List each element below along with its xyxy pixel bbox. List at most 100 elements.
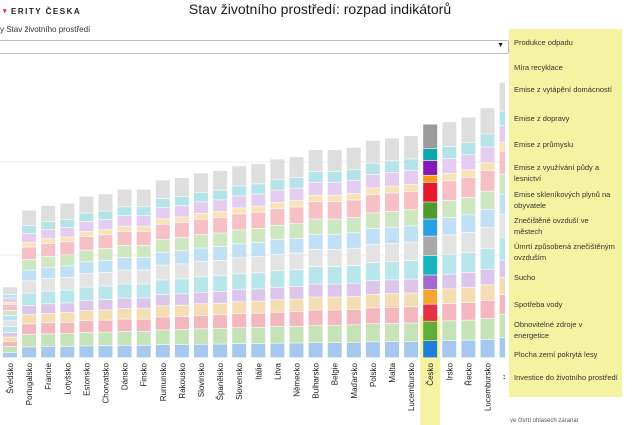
bar-segment[interactable] — [232, 290, 247, 302]
bar-segment[interactable] — [155, 239, 170, 252]
bar-segment[interactable] — [174, 305, 189, 317]
bar-segment[interactable] — [480, 147, 495, 163]
bar-segment[interactable] — [442, 340, 457, 358]
bar-segment[interactable] — [385, 293, 399, 308]
bar-segment[interactable] — [308, 284, 323, 297]
bar-segment[interactable] — [232, 166, 247, 186]
bar-segment[interactable] — [442, 159, 457, 174]
indicator-select[interactable]: ▼ — [0, 40, 509, 54]
bar-segment[interactable] — [155, 252, 170, 265]
bar-segment[interactable] — [79, 236, 94, 250]
bar-segment[interactable] — [174, 237, 189, 251]
bar-segment[interactable] — [22, 247, 37, 260]
bar-segment[interactable] — [232, 244, 247, 258]
legend-item[interactable]: Emise z průmyslu — [514, 140, 574, 149]
bar-segment[interactable] — [480, 285, 495, 301]
bar-segment[interactable] — [194, 192, 208, 202]
bar-segment[interactable] — [404, 242, 419, 261]
bar-segment[interactable] — [41, 221, 56, 230]
bar-segment[interactable] — [136, 319, 151, 332]
bar-segment[interactable] — [289, 207, 304, 224]
bar-segment[interactable] — [423, 321, 438, 341]
legend-item[interactable]: Emise z využívání půdy a lesnictví — [514, 163, 600, 183]
bar-segment[interactable] — [442, 122, 457, 147]
bar-segment[interactable] — [251, 301, 266, 313]
legend-item[interactable]: Emise skleníkových plynů na obyvatele — [514, 190, 611, 210]
bar-segment[interactable] — [155, 265, 170, 280]
bar-segment[interactable] — [442, 146, 457, 159]
bar-segment[interactable] — [155, 180, 170, 199]
bar-segment[interactable] — [499, 151, 505, 174]
bar-segment[interactable] — [98, 211, 113, 220]
bar-segment[interactable] — [461, 252, 476, 273]
bar-segment[interactable] — [79, 250, 94, 262]
bar-segment[interactable] — [251, 194, 266, 206]
bar-segment[interactable] — [365, 262, 380, 281]
bar-segment[interactable] — [404, 279, 419, 293]
bar-segment[interactable] — [480, 269, 495, 285]
bar-segment[interactable] — [404, 159, 419, 171]
bar-segment[interactable] — [174, 251, 189, 264]
bar-segment[interactable] — [136, 284, 151, 298]
legend-item[interactable]: Emise z dopravy — [514, 114, 570, 123]
bar-segment[interactable] — [136, 245, 151, 258]
bar-segment[interactable] — [136, 189, 151, 207]
bar-segment[interactable] — [22, 281, 37, 293]
bar-segment[interactable] — [270, 312, 285, 327]
bar-segment[interactable] — [117, 257, 132, 270]
bar-segment[interactable] — [213, 170, 228, 190]
bar-segment[interactable] — [3, 332, 17, 337]
bar-segment[interactable] — [499, 82, 505, 111]
bar-segment[interactable] — [3, 341, 17, 347]
bar-segment[interactable] — [404, 226, 419, 242]
bar-segment[interactable] — [213, 344, 228, 358]
bar-segment[interactable] — [385, 307, 399, 324]
bar-segment[interactable] — [22, 242, 37, 247]
bar-segment[interactable] — [79, 262, 94, 274]
bar-segment[interactable] — [480, 170, 495, 191]
bar-segment[interactable] — [385, 193, 399, 212]
bar-segment[interactable] — [289, 270, 304, 287]
bar-segment[interactable] — [136, 270, 151, 284]
bar-segment[interactable] — [327, 325, 342, 343]
bar-segment[interactable] — [41, 205, 56, 222]
bar-segment[interactable] — [232, 302, 247, 314]
bar-segment[interactable] — [251, 206, 266, 212]
bar-segment[interactable] — [385, 161, 399, 173]
bar-segment[interactable] — [308, 219, 323, 234]
bar-segment[interactable] — [136, 226, 151, 232]
bar-segment[interactable] — [174, 217, 189, 223]
bar-segment[interactable] — [346, 248, 361, 266]
bar-segment[interactable] — [251, 256, 266, 273]
bar-segment[interactable] — [327, 182, 342, 195]
bar-24[interactable] — [442, 122, 457, 358]
bar-segment[interactable] — [3, 352, 17, 358]
bar-segment[interactable] — [423, 160, 438, 175]
bar-segment[interactable] — [480, 339, 495, 358]
bar-segment[interactable] — [213, 291, 228, 303]
bar-segment[interactable] — [327, 342, 342, 358]
bar-segment[interactable] — [270, 343, 285, 358]
bar-segment[interactable] — [480, 227, 495, 249]
bar-segment[interactable] — [461, 272, 476, 288]
bar-21[interactable] — [385, 138, 399, 358]
bar-segment[interactable] — [22, 270, 37, 281]
bar-segment[interactable] — [22, 305, 37, 315]
bar-segment[interactable] — [41, 243, 56, 256]
bar-22[interactable] — [404, 136, 419, 358]
bar-segment[interactable] — [232, 214, 247, 230]
bar-segment[interactable] — [98, 332, 113, 346]
bar-segment[interactable] — [499, 125, 505, 143]
bar-segment[interactable] — [194, 213, 208, 219]
bar-segment[interactable] — [41, 313, 56, 323]
bar-segment[interactable] — [423, 124, 438, 149]
bar-segment[interactable] — [22, 225, 37, 233]
bar-15[interactable] — [270, 159, 285, 358]
bar-20[interactable] — [365, 140, 380, 358]
bar-segment[interactable] — [385, 172, 399, 186]
bar-segment[interactable] — [385, 243, 399, 262]
bar-segment[interactable] — [365, 163, 380, 175]
bar-segment[interactable] — [423, 148, 438, 161]
bar-segment[interactable] — [232, 258, 247, 274]
bar-19[interactable] — [346, 147, 361, 358]
